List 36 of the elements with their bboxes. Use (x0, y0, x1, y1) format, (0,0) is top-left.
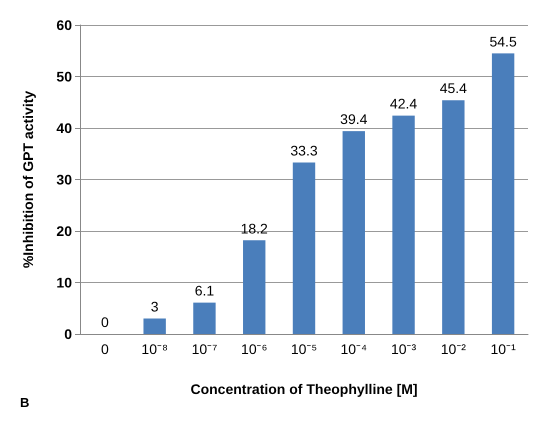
data-label: 45.4 (440, 80, 468, 96)
bar (342, 131, 365, 334)
bar (243, 240, 266, 334)
text: B (20, 395, 30, 410)
data-label: 18.2 (240, 220, 268, 236)
data-label: 39.4 (340, 111, 368, 128)
x-tick-label: 10⁻⁶ (241, 341, 268, 357)
y-tick-label: 0 (64, 326, 72, 342)
x-tick-label: 10⁻⁸ (141, 341, 168, 357)
data-label: 42.4 (390, 96, 418, 112)
x-tick-label: 10⁻⁴ (340, 341, 368, 357)
x-tick-label: 10⁻⁵ (290, 341, 318, 357)
x-tick-label: 0 (100, 341, 109, 357)
bar (292, 162, 316, 334)
data-label: 6.1 (194, 282, 214, 299)
y-tick-label: 50 (56, 68, 72, 84)
bar (392, 116, 415, 334)
y-tick-label: 20 (56, 223, 72, 239)
data-label: 3 (150, 298, 159, 315)
y-tick-label: 60 (56, 17, 72, 33)
y-tick-label: 10 (56, 274, 72, 290)
data-label: 33.3 (290, 142, 318, 159)
y-tick-label: 40 (56, 120, 72, 136)
y-axis-title: %Inhibition of GPT activity (20, 90, 36, 268)
x-tick-label: 10⁻³ (390, 341, 417, 357)
x-tick-label: 10⁻¹ (490, 341, 516, 357)
x-tick-label: 10⁻² (440, 341, 466, 357)
data-label: 54.5 (489, 33, 517, 50)
x-axis-title: Concentration of Theophylline [M] (190, 381, 418, 397)
bar (143, 318, 166, 334)
x-tick-label: 10⁻⁷ (192, 341, 218, 357)
bar (492, 53, 514, 334)
bar (442, 100, 465, 334)
data-label: 0 (100, 314, 109, 330)
bar (193, 302, 216, 334)
y-tick-label: 30 (56, 172, 72, 188)
